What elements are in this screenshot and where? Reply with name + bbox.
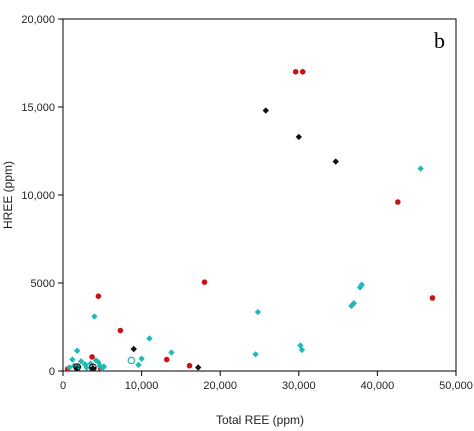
data-point xyxy=(95,359,102,366)
x-tick-label: 20,000 xyxy=(203,380,237,392)
data-point xyxy=(127,356,136,365)
data-point xyxy=(77,358,85,365)
data-point xyxy=(332,158,339,165)
data-point xyxy=(262,107,269,114)
data-point xyxy=(89,354,95,360)
data-point xyxy=(252,351,259,358)
data-point xyxy=(88,363,97,372)
data-point xyxy=(135,361,142,369)
data-point xyxy=(69,356,76,363)
y-tick-label: 20,000 xyxy=(21,14,55,26)
data-point xyxy=(73,347,81,354)
y-axis-label: HREE (ppm) xyxy=(1,161,15,229)
y-tick-label: 10,000 xyxy=(21,190,55,202)
y-axis: 0 5000 10,000 15,000 20,000 xyxy=(21,14,63,378)
x-tick-label: 0 xyxy=(60,380,66,392)
x-tick-label: 40,000 xyxy=(361,380,395,392)
data-point xyxy=(254,308,262,316)
data-point xyxy=(91,313,98,320)
plot-frame xyxy=(62,18,457,372)
data-point xyxy=(163,356,170,363)
x-tick-label: 30,000 xyxy=(282,380,316,392)
data-point xyxy=(356,284,364,291)
data-point xyxy=(130,345,137,353)
data-point xyxy=(138,355,145,362)
data-point xyxy=(73,363,82,372)
y-tick-label: 15,000 xyxy=(21,102,55,114)
panel-label: b xyxy=(434,28,445,53)
data-point xyxy=(186,362,193,369)
x-axis-label: Total REE (ppm) xyxy=(216,413,304,427)
data-point xyxy=(348,302,355,310)
data-point xyxy=(146,335,153,342)
data-point xyxy=(201,279,208,285)
data-point xyxy=(298,346,306,354)
data-point xyxy=(83,364,90,371)
x-tick-label: 50,000 xyxy=(439,380,473,392)
data-point xyxy=(168,349,175,356)
x-axis: 0 10,000 20,000 30,000 40,000 50,000 xyxy=(60,371,473,392)
data-point xyxy=(100,363,108,370)
data-point xyxy=(292,69,299,75)
data-points xyxy=(64,69,436,372)
data-point xyxy=(95,293,102,300)
data-point xyxy=(299,69,306,75)
data-point xyxy=(66,364,73,371)
data-point xyxy=(295,133,302,141)
data-point xyxy=(417,165,424,172)
data-point xyxy=(117,327,124,334)
data-point xyxy=(429,295,436,301)
data-point xyxy=(194,364,202,371)
data-point xyxy=(395,199,401,205)
y-tick-label: 5000 xyxy=(31,278,55,290)
data-point xyxy=(87,360,94,367)
x-tick-label: 10,000 xyxy=(125,380,159,392)
y-tick-label: 0 xyxy=(49,366,55,378)
